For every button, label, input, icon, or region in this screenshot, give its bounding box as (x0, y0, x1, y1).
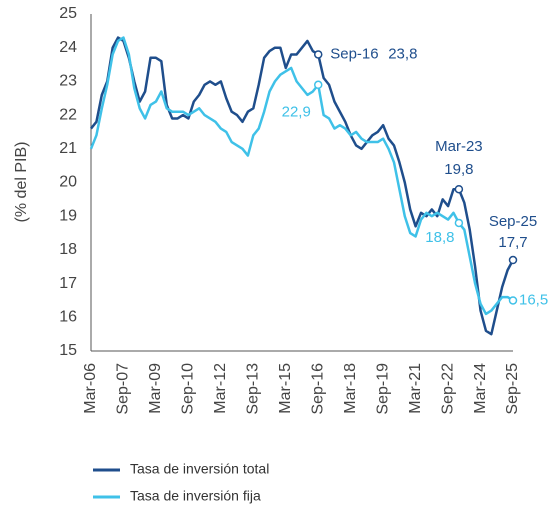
data-label: 19,8 (444, 161, 473, 178)
point-marker (508, 255, 518, 265)
y-tick-label: 16 (59, 309, 77, 326)
point-marker (454, 218, 464, 228)
y-tick-label: 18 (59, 241, 77, 258)
annotation: Sep-16 (330, 45, 378, 62)
x-tick-label: Mar-24 (472, 363, 489, 414)
y-axis-label: (% del PIB) (13, 142, 30, 223)
legend-label: Tasa de inversión total (130, 461, 269, 477)
x-tick-label: Sep-10 (180, 363, 197, 415)
legend-label: Tasa de inversión fija (130, 488, 261, 504)
data-label: 22,9 (282, 104, 311, 121)
x-tick-label: Sep-13 (245, 363, 262, 415)
x-tick-label: Sep-25 (504, 363, 521, 415)
point-marker (313, 50, 323, 59)
point-marker (313, 80, 323, 90)
annotation: Mar-23 (435, 138, 483, 155)
x-tick-label: Sep-07 (115, 363, 132, 415)
y-tick-label: 23 (59, 73, 77, 90)
y-tick-label: 17 (59, 275, 77, 292)
x-tick-label: Mar-06 (82, 363, 99, 414)
point-marker (508, 296, 518, 305)
data-label: 17,7 (498, 234, 527, 251)
x-tick-label: Mar-12 (212, 363, 229, 414)
data-label: 18,8 (425, 229, 454, 246)
data-label: 16,5 (519, 291, 548, 308)
y-tick-label: 21 (59, 140, 77, 157)
x-tick-label: Sep-16 (309, 363, 326, 415)
x-tick-label: Sep-19 (374, 363, 391, 415)
y-tick-label: 22 (59, 106, 77, 123)
y-tick-label: 15 (59, 342, 77, 359)
data-label: 23,8 (388, 45, 417, 62)
y-tick-label: 20 (59, 174, 77, 191)
x-tick-label: Sep-22 (439, 363, 456, 415)
y-tick-label: 25 (59, 5, 77, 22)
annotation: Sep-25 (489, 213, 537, 230)
series-line (90, 36, 515, 336)
x-tick-label: Mar-15 (277, 363, 294, 414)
y-tick-label: 24 (59, 39, 77, 56)
y-tick-label: 19 (59, 207, 77, 224)
series-line (89, 36, 514, 316)
point-marker (454, 184, 464, 194)
x-tick-label: Mar-21 (407, 363, 424, 414)
x-tick-label: Mar-18 (342, 363, 359, 414)
x-tick-label: Mar-09 (147, 363, 164, 414)
